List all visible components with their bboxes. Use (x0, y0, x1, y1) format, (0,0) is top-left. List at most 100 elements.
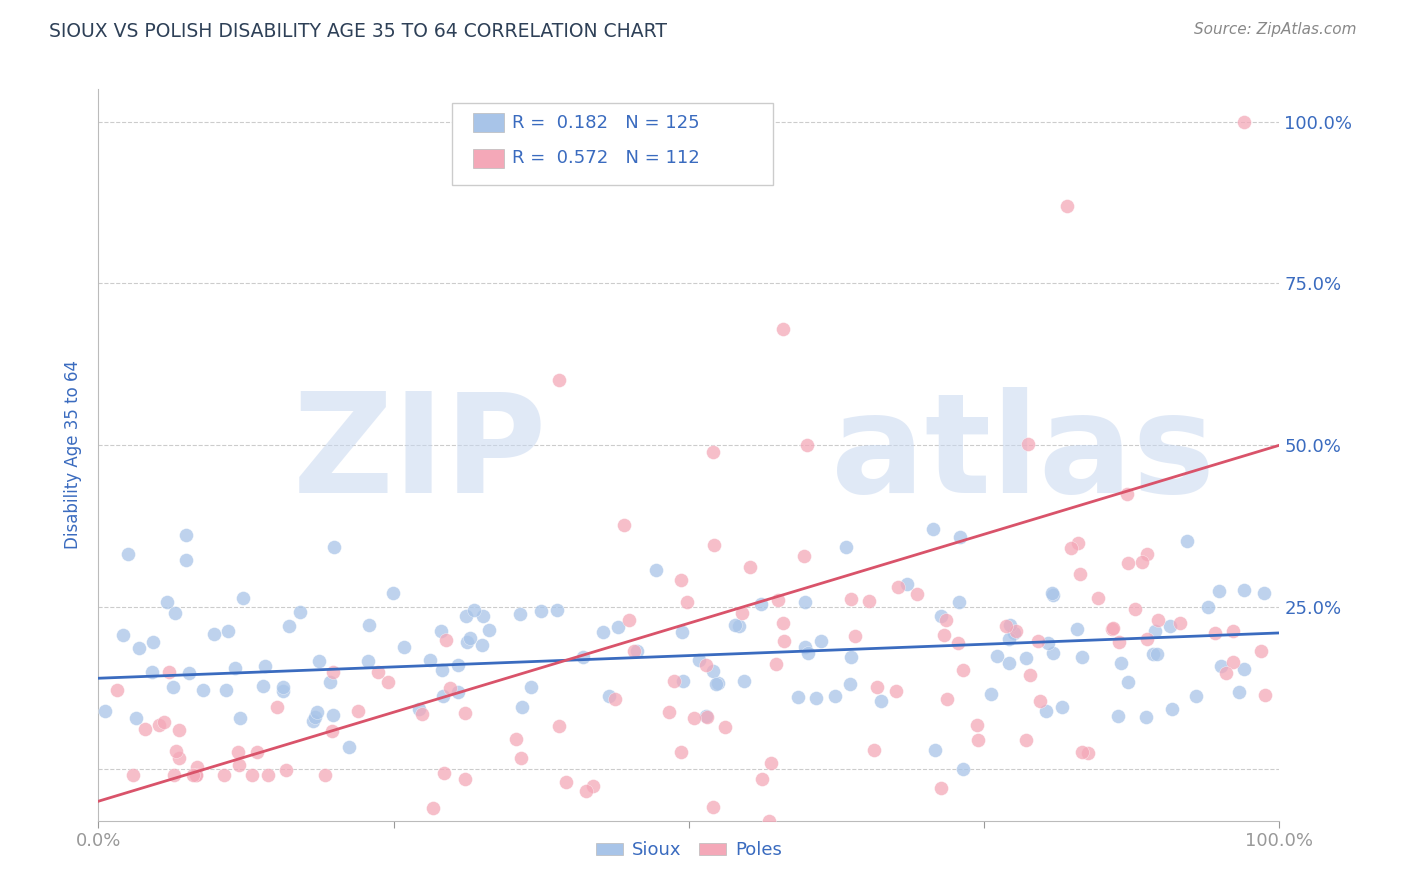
Point (94, 704, 117, 718)
Point (952, 762, 974, 776)
Point (905, 587, 928, 601)
Point (932, 628, 955, 642)
Point (1087, 591, 1109, 606)
Point (582, 779, 605, 793)
Point (242, 768, 264, 782)
Point (998, 632, 1021, 646)
Point (1042, 647, 1064, 661)
Point (683, 711, 706, 725)
Point (967, 732, 990, 747)
Point (232, 591, 254, 605)
Point (142, 635, 165, 649)
Point (702, 800, 724, 814)
Point (724, 618, 747, 632)
Point (998, 657, 1021, 671)
Point (658, 705, 681, 719)
Point (835, 541, 858, 555)
Point (392, 640, 415, 655)
Point (1069, 566, 1091, 581)
Point (1222, 624, 1244, 639)
Point (768, 593, 790, 607)
Point (1101, 622, 1123, 636)
Point (1029, 694, 1052, 708)
Point (184, 768, 207, 782)
Point (1253, 586, 1275, 600)
Point (702, 665, 724, 679)
Point (738, 559, 761, 574)
Point (212, 768, 235, 782)
Point (1107, 709, 1129, 723)
Point (347, 704, 370, 718)
Text: atlas: atlas (831, 387, 1215, 523)
Point (765, 657, 787, 671)
Point (322, 665, 344, 679)
Point (844, 628, 866, 642)
Point (408, 702, 430, 716)
Point (167, 723, 190, 738)
Point (572, 649, 595, 664)
Point (167, 750, 190, 764)
Point (1130, 555, 1153, 569)
Text: Source: ZipAtlas.com: Source: ZipAtlas.com (1194, 22, 1357, 37)
Point (1208, 584, 1230, 599)
Point (253, 659, 276, 673)
Point (1142, 647, 1164, 661)
Point (1000, 618, 1022, 632)
Point (548, 374, 571, 388)
Point (626, 644, 648, 658)
Point (117, 547, 139, 561)
Point (1066, 622, 1088, 636)
Point (419, 653, 441, 667)
Point (929, 608, 952, 623)
Point (1116, 487, 1139, 501)
Point (870, 694, 893, 708)
Point (949, 530, 972, 544)
Point (356, 655, 378, 669)
Point (1019, 667, 1042, 681)
Point (157, 665, 180, 679)
Point (302, 714, 325, 728)
Point (796, 438, 818, 452)
Point (288, 605, 311, 619)
Point (948, 595, 970, 609)
Point (793, 549, 815, 563)
Point (1215, 666, 1237, 681)
Point (1067, 536, 1090, 550)
Point (276, 763, 298, 777)
Point (1123, 602, 1146, 616)
Point (986, 649, 1008, 664)
Point (271, 684, 294, 698)
Point (1002, 626, 1025, 640)
Point (1060, 541, 1083, 555)
Point (839, 677, 862, 691)
Point (505, 731, 527, 746)
Point (152, 715, 174, 730)
Point (1204, 626, 1226, 640)
Point (598, 689, 620, 703)
Point (1017, 437, 1039, 451)
Point (793, 594, 815, 608)
Point (671, 625, 693, 640)
Point (308, 655, 330, 669)
Point (224, 661, 246, 675)
Text: R =  0.572   N = 112: R = 0.572 N = 112 (512, 149, 700, 168)
Point (141, 665, 163, 679)
Point (935, 613, 957, 627)
Point (228, 710, 250, 724)
Point (304, 710, 326, 724)
Point (1185, 690, 1208, 704)
Point (357, 617, 380, 632)
Point (456, 635, 478, 649)
Point (896, 577, 918, 591)
Point (936, 691, 959, 706)
Point (702, 444, 724, 458)
Point (181, 768, 204, 782)
Point (429, 624, 451, 639)
Point (433, 765, 456, 780)
Point (1014, 733, 1036, 747)
Point (794, 640, 817, 654)
Point (695, 708, 717, 723)
Point (447, 658, 470, 673)
Point (105, 682, 128, 697)
Point (186, 760, 208, 774)
